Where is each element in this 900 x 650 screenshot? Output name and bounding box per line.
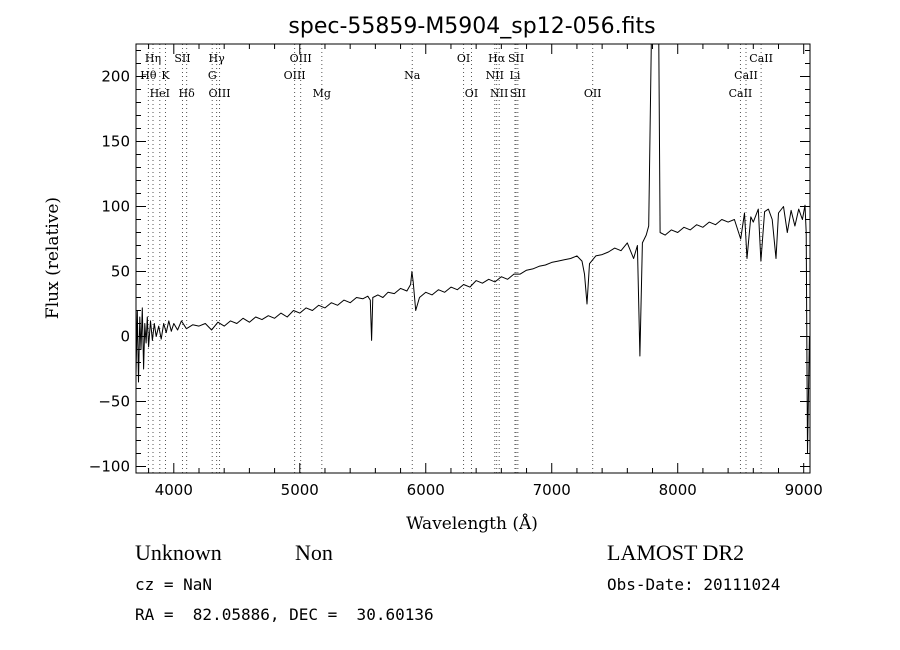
- marker-label-24: CaII: [729, 87, 753, 100]
- coordinates: RA = 82.05886, DEC = 30.60136: [135, 605, 434, 624]
- marker-label-17: Hδ: [179, 87, 196, 100]
- y-tick-label-4: 100: [101, 198, 130, 216]
- spectral-line-markers: [147, 44, 762, 473]
- marker-label-6: SII: [508, 52, 524, 65]
- x-tick-label-5: 9000: [785, 481, 823, 499]
- y-axis-ticks: −100 −50 0 50 100 150 200: [89, 50, 810, 476]
- marker-label-11: OIII: [284, 69, 306, 82]
- marker-label-10: G: [208, 69, 217, 82]
- x-tick-label-1: 5000: [281, 481, 319, 499]
- marker-label-9: K: [161, 69, 170, 82]
- y-tick-label-3: 50: [111, 263, 130, 281]
- marker-label-7: CaII: [749, 52, 773, 65]
- y-tick-label-5: 150: [101, 133, 130, 151]
- y-tick-label-6: 200: [101, 68, 130, 86]
- marker-label-1: SII: [174, 52, 190, 65]
- marker-label-14: Li: [510, 69, 521, 82]
- spectrum-series: [135, 43, 810, 454]
- marker-label-15: CaII: [734, 69, 758, 82]
- x-tick-label-3: 7000: [533, 481, 571, 499]
- y-tick-label-1: −50: [98, 393, 130, 411]
- y-axis-label: Flux (relative): [43, 197, 63, 319]
- plot-frame: [135, 43, 811, 474]
- x-tick-label-4: 8000: [659, 481, 697, 499]
- survey-name: LAMOST DR2: [607, 540, 745, 565]
- marker-label-21: NII: [490, 87, 508, 100]
- marker-label-23: OII: [584, 87, 602, 100]
- marker-label-20: OI: [465, 87, 478, 100]
- chart-title: spec-55859-M5904_sp12-056.fits: [288, 14, 655, 39]
- spectrum-line: [135, 43, 810, 454]
- x-tick-label-2: 6000: [407, 481, 445, 499]
- marker-label-13: NII: [486, 69, 504, 82]
- marker-label-8: Hθ: [140, 69, 157, 82]
- marker-label-22: SII: [510, 87, 526, 100]
- marker-label-12: Na: [404, 69, 421, 82]
- marker-label-5: Hα: [488, 52, 506, 65]
- y-tick-label-0: −100: [89, 458, 130, 476]
- x-axis-label: Wavelength (Å): [406, 513, 538, 534]
- marker-label-3: OIII: [290, 52, 312, 65]
- observation-date: Obs-Date: 20111024: [607, 575, 781, 594]
- marker-label-4: OI: [457, 52, 470, 65]
- marker-label-16: HeI: [150, 87, 170, 100]
- x-tick-label-0: 4000: [155, 481, 193, 499]
- x-axis-ticks: 4000 5000 6000 7000 8000 9000: [148, 44, 823, 499]
- object-class: Unknown: [135, 540, 222, 565]
- marker-label-0: Hη: [145, 52, 161, 65]
- marker-label-19: Mg: [313, 87, 331, 100]
- marker-label-2: Hγ: [209, 52, 226, 65]
- object-subclass: Non: [295, 540, 333, 565]
- marker-label-18: OIII: [208, 87, 230, 100]
- redshift-value: cz = NaN: [135, 575, 213, 594]
- y-tick-label-2: 0: [120, 328, 130, 346]
